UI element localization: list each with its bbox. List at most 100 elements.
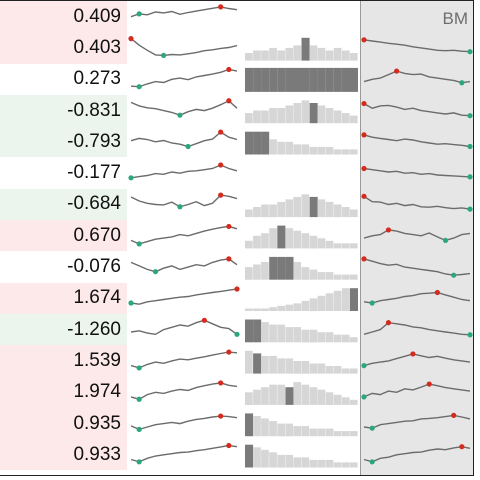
min-marker: [177, 204, 183, 210]
max-marker: [361, 193, 367, 199]
sparkline: [130, 99, 238, 116]
histogram-bar-highlight: [269, 67, 278, 92]
histogram-bar-highlight: [309, 103, 318, 124]
histogram-bar: [269, 47, 277, 61]
max-marker: [361, 132, 367, 138]
max-marker: [226, 442, 232, 449]
histogram-bar: [333, 366, 342, 374]
min-marker: [128, 175, 134, 181]
row-value: 0.933: [73, 443, 121, 465]
histogram-bar: [293, 382, 302, 405]
max-marker: [426, 381, 432, 387]
histogram-bar: [261, 387, 269, 405]
histogram-bar-highlight: [293, 67, 302, 92]
histogram-bar: [317, 238, 326, 249]
row-value: 0.273: [73, 68, 121, 90]
sparkline: [130, 258, 238, 273]
sparkline-table: 0.409 0.403 0.273 -0.831 -0.793 -0.177 -0.684 0…: [0, 0, 474, 476]
max-marker: [434, 289, 440, 296]
histogram-bar: [333, 462, 342, 468]
histogram-chart: [245, 37, 358, 468]
bm-sparkline: [363, 353, 471, 367]
histogram-bar: [293, 196, 302, 218]
histogram-bar: [245, 53, 253, 61]
histogram-bar: [309, 329, 318, 343]
row-value: -0.684: [67, 193, 121, 215]
sparkline: [130, 68, 238, 88]
histogram-bar: [285, 228, 294, 249]
histogram-bar: [253, 416, 261, 437]
max-marker: [361, 100, 367, 107]
histogram-bar: [269, 355, 277, 374]
histogram-bar-highlight: [309, 67, 318, 92]
row-value: -0.793: [67, 130, 121, 152]
histogram-bar: [285, 454, 294, 468]
histogram-bar: [301, 384, 310, 405]
histogram-bar: [245, 308, 253, 311]
histogram-bar: [269, 452, 277, 468]
histogram-bar: [277, 384, 285, 405]
histogram-bar-highlight: [285, 256, 294, 280]
histogram-bar: [333, 274, 342, 280]
histogram-bar: [301, 267, 310, 280]
bm-sparkline: [363, 383, 471, 398]
histogram-bar: [349, 149, 358, 155]
histogram-bar: [317, 363, 326, 374]
histogram-bar: [341, 334, 350, 343]
histogram-bar: [301, 300, 310, 311]
histogram-bar: [317, 146, 326, 155]
histogram-bar: [333, 47, 342, 61]
histogram-bar: [261, 449, 269, 468]
histogram-bar: [349, 274, 358, 280]
bm-sparkline: [363, 167, 471, 178]
histogram-bar: [285, 423, 294, 437]
value-row: -0.177: [0, 158, 127, 189]
histogram-bar: [309, 298, 318, 312]
histogram-bar: [325, 459, 334, 468]
histogram-bar: [245, 209, 253, 218]
histogram-bar: [301, 194, 310, 218]
histogram-bar: [349, 243, 358, 249]
histogram-bar: [325, 332, 334, 343]
sparkline: [130, 288, 238, 305]
max-marker: [361, 37, 367, 43]
max-marker: [226, 223, 232, 230]
sparkline-column: [127, 1, 243, 475]
min-marker: [136, 241, 142, 247]
row-value: 1.674: [73, 287, 121, 309]
histogram-bar: [253, 447, 261, 468]
value-row: -1.260: [0, 314, 127, 346]
max-marker: [226, 66, 232, 73]
max-marker: [394, 68, 400, 74]
histogram-bar: [325, 366, 334, 374]
histogram-bar-highlight: [309, 196, 318, 218]
histogram-bar: [317, 389, 326, 405]
bm-sparkline: [363, 70, 471, 84]
histogram-bar: [245, 240, 253, 249]
histogram-bar: [341, 431, 350, 437]
value-row: 1.674: [0, 282, 127, 314]
value-row: 0.933: [0, 439, 127, 471]
histogram-bar: [277, 454, 285, 468]
histogram-bar: [341, 149, 350, 155]
max-marker: [385, 227, 392, 233]
max-marker: [451, 412, 457, 418]
histogram-bar: [269, 421, 277, 437]
histogram-bar-highlight: [253, 67, 262, 92]
max-marker: [218, 162, 224, 168]
histogram-bar: [325, 428, 334, 437]
min-marker: [361, 394, 367, 400]
histogram-bar: [269, 324, 277, 343]
histogram-bar: [245, 113, 253, 124]
min-marker: [467, 113, 473, 119]
histogram-bar: [285, 358, 294, 374]
row-value: -0.177: [67, 162, 121, 184]
histogram-bar-highlight: [245, 131, 254, 155]
value-row: -0.793: [0, 126, 127, 158]
min-marker: [369, 425, 375, 431]
histogram-bar: [325, 50, 334, 61]
row-value: 0.403: [73, 36, 121, 58]
histogram-bar: [301, 361, 310, 374]
histogram-bar: [261, 204, 269, 218]
histogram-bar: [261, 418, 269, 437]
